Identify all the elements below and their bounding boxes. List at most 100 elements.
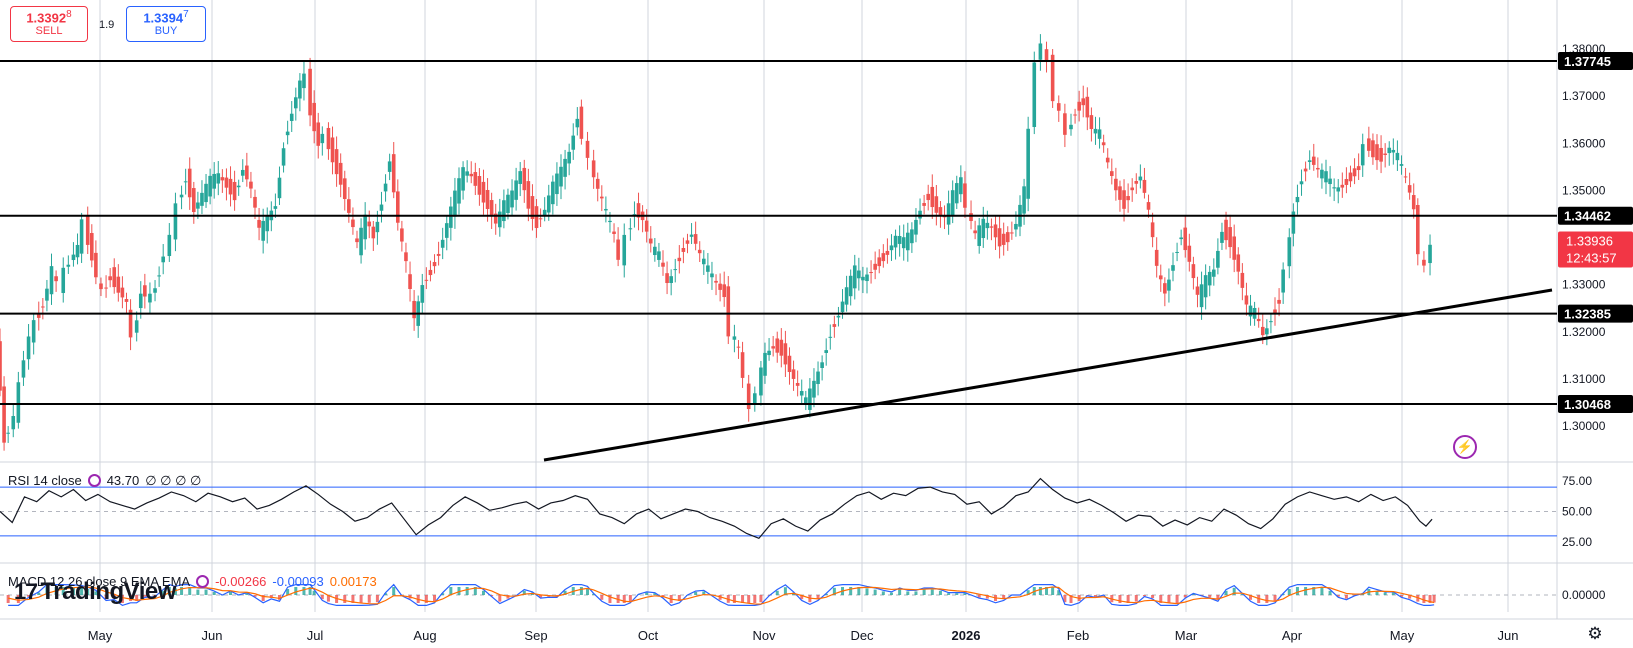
indicator-settings-icon[interactable] [87, 474, 101, 487]
candle-body [75, 244, 80, 258]
level-badge [1558, 304, 1633, 323]
macd-signal-line [8, 586, 1435, 605]
candle-body [1256, 318, 1261, 322]
candle-body [228, 178, 233, 195]
candle-body [1032, 62, 1037, 128]
tradingview-logo[interactable]: 17 TradingView [14, 578, 176, 606]
macd-histogram-bar [320, 595, 324, 600]
candle-body [612, 231, 616, 234]
candle-body [795, 382, 800, 386]
macd-histogram-bar [1375, 590, 1379, 595]
candle-body [1134, 181, 1139, 184]
macd-histogram-bar [1432, 595, 1436, 603]
macd-histogram-bar [741, 595, 745, 603]
candle-body [428, 269, 433, 276]
level-badge [1558, 394, 1633, 413]
candle-body [489, 200, 494, 217]
candle-body [273, 206, 278, 209]
candle-body [138, 293, 143, 309]
macd-histogram-bar [586, 588, 590, 595]
candle-body [1001, 233, 1006, 245]
candle-body [1014, 223, 1018, 230]
macd-histogram-bar [104, 595, 108, 600]
x-tick-label: Oct [638, 628, 659, 643]
macd-histogram-bar [1175, 595, 1179, 603]
candle-body [1063, 113, 1067, 135]
candle-body [1044, 49, 1049, 61]
candle-body [1387, 147, 1392, 154]
candle-body [1183, 227, 1188, 251]
candle-body [595, 178, 600, 189]
buy-button[interactable]: 1.33947 BUY [126, 6, 206, 42]
candle-body [128, 309, 133, 338]
candle-body [950, 190, 955, 216]
candle-body [861, 276, 865, 281]
candle-body [157, 275, 161, 277]
candle-body [591, 160, 596, 178]
candle-body [71, 254, 76, 261]
candle-body [363, 214, 367, 240]
candle-body [1126, 196, 1130, 201]
candle-body [94, 252, 98, 278]
candle-body [559, 166, 563, 187]
candle-body [1073, 114, 1077, 116]
candle-body [1303, 168, 1308, 172]
candle-body [930, 186, 935, 208]
lightning-icon[interactable]: ⚡ [1453, 435, 1477, 459]
macd-histogram-bar [865, 588, 869, 595]
y-tick-label: 1.35000 [1562, 183, 1606, 197]
candle-body [693, 234, 698, 244]
candle-body [969, 213, 973, 222]
candle-body [510, 190, 514, 208]
macd-histogram-bar [308, 587, 312, 595]
macd-histogram-bar [922, 589, 926, 595]
candle-body [179, 194, 184, 198]
candle-body [196, 202, 200, 209]
buy-label: BUY [154, 25, 178, 38]
candle-body [1146, 202, 1151, 210]
candle-body [981, 218, 986, 239]
macd-histogram-bar [753, 595, 757, 603]
indicator-settings-icon[interactable] [196, 575, 210, 588]
trendline[interactable] [543, 288, 1553, 462]
candle-body [11, 416, 16, 430]
candle-body [204, 183, 208, 203]
candle-body [1348, 172, 1353, 182]
candle-body [1022, 186, 1026, 214]
candle-body [661, 262, 665, 267]
candle-body [918, 210, 922, 219]
candle-body [277, 177, 282, 199]
gear-icon[interactable]: ⚙ [1587, 624, 1603, 643]
candle-body [1411, 195, 1416, 210]
candle-body [1352, 168, 1357, 177]
candle-body [567, 151, 571, 164]
x-tick-label: Dec [850, 628, 874, 643]
horizontal-levels[interactable] [0, 60, 1557, 405]
candle-body [1422, 259, 1426, 266]
candle-body [632, 214, 637, 216]
candle-body [1154, 249, 1159, 266]
macd-histogram-bar [600, 595, 604, 600]
sell-button[interactable]: 1.33928 SELL [10, 6, 88, 42]
rsi-legend[interactable]: RSI 14 close 43.70 ∅ ∅ ∅ ∅ [8, 473, 207, 489]
macd-histogram-bar [481, 590, 485, 595]
candle-body [787, 355, 792, 373]
candle-body [245, 165, 249, 180]
candle-body [1005, 232, 1010, 243]
candle-body [514, 180, 518, 200]
candle-body [312, 102, 316, 132]
macd-histogram-bar [653, 593, 657, 595]
candle-body [465, 171, 469, 176]
candle-body [1097, 129, 1102, 139]
macd-histogram-bar [608, 595, 612, 603]
rsi-tick-label: 50.00 [1562, 505, 1592, 519]
candle-body [453, 190, 457, 217]
axes: May Jun Jul Aug Sep Oct Nov Dec 2026 Feb Mar Apr May… [88, 42, 1606, 643]
candle-body [85, 214, 90, 245]
candle-body [579, 106, 584, 139]
macd-legend[interactable]: MACD 12 26 close 9 EMA EMA -0.00266 -0.000… [8, 574, 383, 589]
candle-body [387, 161, 392, 172]
candle-body [648, 238, 653, 244]
candle-body [914, 219, 918, 235]
